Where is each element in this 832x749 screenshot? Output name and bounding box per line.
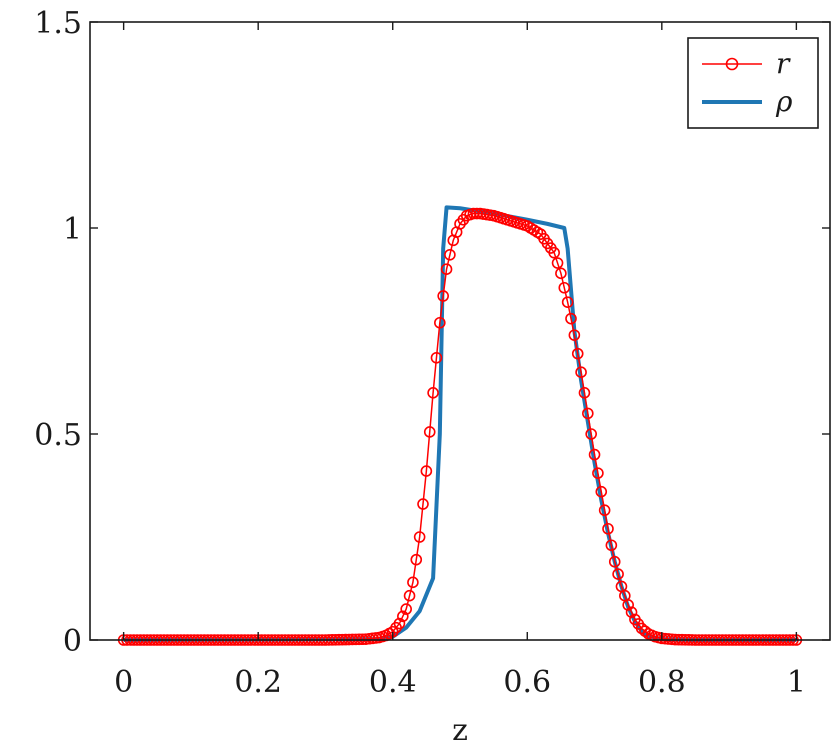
series-marker-r	[393, 617, 406, 630]
series-marker-r	[400, 603, 412, 615]
series-marker-r	[571, 347, 584, 360]
ticks-layer: 0 0.2 0.4 0.6 0.8 1 0 0.5 1 1.5	[34, 6, 830, 700]
legend-box	[687, 37, 819, 129]
series-marker-r	[558, 281, 571, 294]
series-marker-r	[625, 606, 638, 618]
series-marker-r	[598, 504, 611, 517]
series-marker-r	[434, 316, 446, 329]
y-tick-label: 0	[63, 624, 82, 659]
series-marker-r	[427, 386, 439, 399]
series-marker-r	[423, 426, 436, 438]
series-marker-r	[397, 610, 409, 623]
series-marker-r	[420, 465, 433, 477]
series-marker-r	[608, 555, 621, 568]
plot-frame	[89, 21, 831, 641]
series-marker-r	[582, 407, 594, 420]
series-marker-r	[585, 428, 597, 440]
legend: rρ	[687, 37, 819, 129]
series-marker-r	[605, 539, 618, 552]
legend-label: ρ	[775, 85, 793, 118]
series-marker-r	[407, 576, 419, 589]
series-marker-r	[578, 386, 591, 399]
series-marker-r	[602, 522, 614, 535]
legend-items: rρ	[702, 47, 793, 118]
series-marker-r	[440, 263, 453, 276]
legend-marker-r	[725, 57, 739, 71]
x-axis-label: z	[452, 713, 468, 748]
series-marker-r	[612, 568, 624, 580]
series-marker-r	[595, 485, 608, 498]
series-marker-r	[622, 599, 634, 611]
series-marker-r	[551, 257, 564, 269]
series-marker-r	[555, 267, 567, 280]
y-tick-label: 1.5	[34, 6, 82, 41]
x-tick-label: 1	[787, 665, 806, 700]
series-marker-r	[437, 290, 449, 302]
series-line-rho	[123, 205, 797, 642]
x-tick-label: 0.8	[638, 665, 686, 700]
series-marker-r	[588, 448, 601, 461]
y-tick-label: 0.5	[34, 418, 82, 453]
x-tick-label: 0.4	[369, 665, 417, 700]
series-marker-r	[565, 312, 577, 325]
series-marker-r	[410, 553, 423, 566]
legend-label: r	[776, 47, 791, 80]
series-marker-r	[444, 248, 456, 261]
series-marker-r	[575, 366, 587, 379]
series-marker-r	[548, 246, 560, 259]
y-tick-label: 1	[63, 212, 82, 247]
x-tick-label: 0.2	[234, 665, 282, 700]
series-marker-r	[403, 589, 416, 602]
series-marker-r	[592, 467, 604, 479]
series-marker-r	[417, 498, 429, 510]
series-marker-r	[413, 531, 426, 543]
x-tick-label: 0	[114, 665, 133, 700]
series-marker-r	[568, 329, 581, 341]
series-marker-r	[561, 296, 574, 308]
x-tick-label: 0.6	[503, 665, 551, 700]
series-marker-r	[430, 351, 443, 364]
